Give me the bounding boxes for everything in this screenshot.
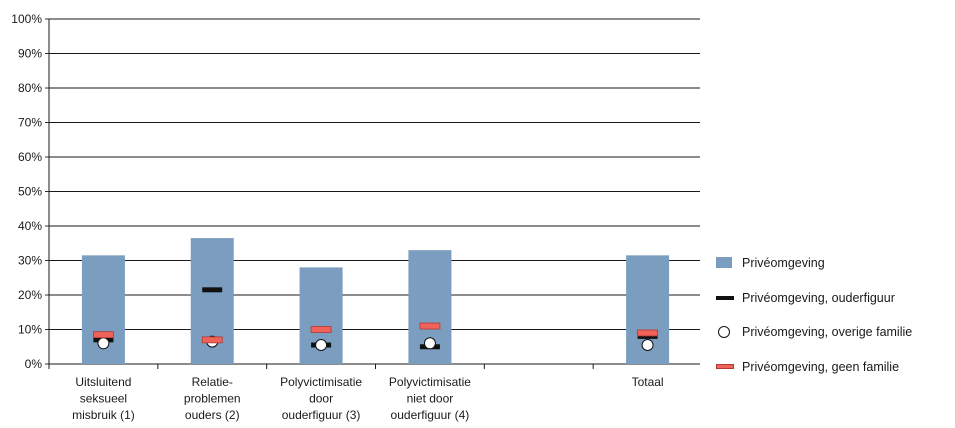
chart-canvas: 0% 10% 20% 30% 40% 50% 60% 70% 80% 90% 100% Uitslui… [11,12,700,422]
x-tick-label: ouderfiguur (3) [282,408,361,422]
marker-geen-familie [310,326,332,333]
marker-geen-familie [201,336,223,344]
x-tick-label: Uitsluitend [75,375,131,389]
marker-overige-familie [641,339,654,352]
legend-swatch-red [716,363,734,369]
y-tick-label: 50% [18,185,42,199]
x-tick-label: Relatie- [192,375,233,389]
x-tick-label: Polyvictimisatie [389,375,471,389]
legend-label: Privéomgeving, geen familie [742,359,900,374]
x-tick-label: ouderfiguur (4) [391,408,470,422]
y-tick-label: 20% [18,288,42,302]
legend-item-ouderfiguur: Privéomgeving, ouderfiguur [712,281,955,316]
x-tick-label: misbruik (1) [72,408,135,422]
legend-swatch-circle [718,326,730,339]
marker-ouderfiguur [637,333,658,339]
legend-swatch-bar [716,257,732,269]
marker-geen-familie [419,322,441,330]
legend-item-overige-familie: Privéomgeving, overige familie [712,315,955,350]
x-tick-label: niet door [407,392,454,406]
marker-geen-familie [93,331,114,339]
marker-overige-familie [97,337,110,350]
y-tick-label: 10% [18,323,42,337]
x-tick-label: door [309,392,333,406]
x-tick-label: Polyvictimisatie [280,375,362,389]
legend-label: Privéomgeving, ouderfiguur [742,290,895,305]
legend-item-privéomgeving: Privéomgeving [712,246,955,281]
y-tick-label: 90% [18,47,42,61]
y-tick-label: 30% [18,254,42,268]
x-tick-label: Totaal [632,375,664,389]
y-tick-label: 60% [18,150,42,164]
y-tick-label: 70% [18,116,42,130]
legend-label: Privéomgeving, overige familie [742,325,913,340]
y-tick-label: 100% [11,12,42,26]
marker-ouderfiguur [202,287,223,293]
x-tick-label: problemen [184,392,241,406]
y-tick-label: 40% [18,219,42,233]
y-tick-label: 80% [18,81,42,95]
marker-geen-familie [637,329,658,337]
legend: Privéomgeving Privéomgeving, ouderfiguur… [712,246,955,384]
x-tick-label: seksueel [80,392,127,406]
marker-overige-familie [315,339,328,352]
legend-item-geen-familie: Privéomgeving, geen familie [712,350,955,385]
y-tick-label: 0% [25,357,43,371]
x-tick-label: ouders (2) [185,408,240,422]
legend-label: Privéomgeving [742,256,825,271]
legend-swatch-dash [716,295,734,300]
marker-overige-familie [423,337,436,350]
